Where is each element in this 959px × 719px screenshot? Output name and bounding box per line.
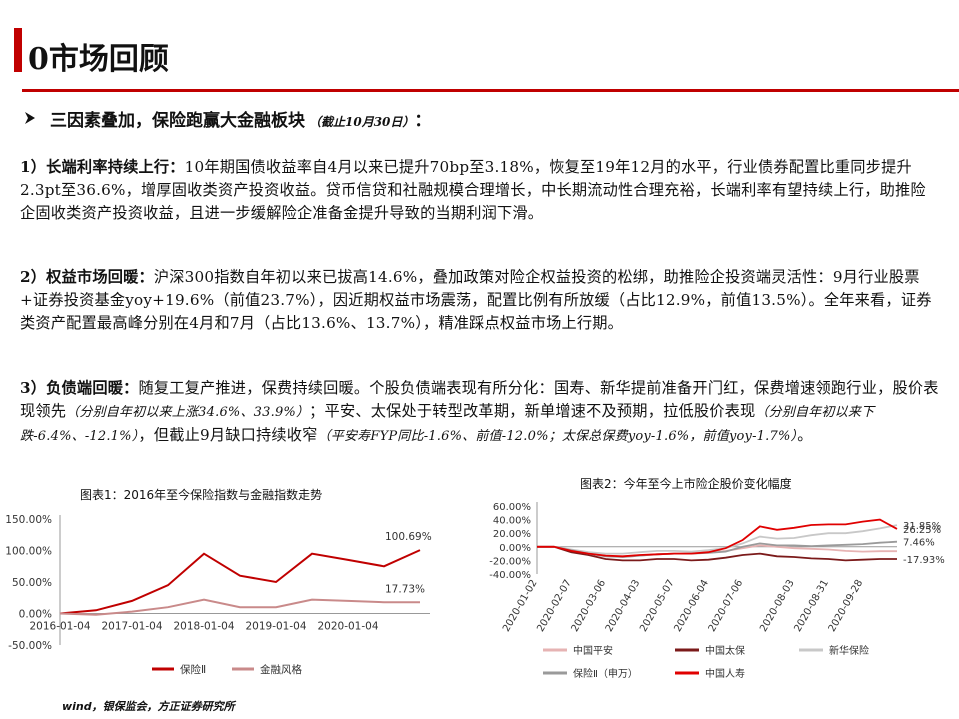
chart1-x-tick-label: 2016-01-04 — [29, 621, 90, 633]
chart1-x-tick-label: 2020-01-04 — [317, 621, 378, 633]
chart2-insurer-stock-change: 60.00%40.00%20.00%0.00%-20.00%-40.00%202… — [489, 502, 945, 680]
paragraph-text: 沪深300指数自年初以来已拔高14.6%，叠加政策对险企权益投资的松绑，助推险企… — [20, 268, 932, 332]
chart2-x-tick-label: 2020-01-02 — [501, 578, 540, 634]
chart2-legend-label: 新华保险 — [829, 644, 869, 657]
chart1-series-line — [59, 598, 421, 616]
chart1-y-tick-label: 100.00% — [5, 546, 52, 558]
heading-note: （截止10月30日） — [309, 115, 415, 129]
chart1-y-tick-label: 150.00% — [5, 514, 52, 526]
page-title: 0市场回顾 — [28, 42, 169, 77]
chart2-series-line — [537, 518, 898, 558]
chart2-series-line — [537, 524, 898, 555]
chart2-y-tick-label: 60.00% — [493, 502, 531, 513]
chart2-end-label: 26.25% — [903, 525, 941, 536]
chart2-y-tick-label: 0.00% — [499, 543, 531, 554]
chart2-x-tick-label: 2020-09-28 — [827, 578, 866, 634]
chart2-end-label: 31.85% — [903, 521, 941, 532]
section-heading: 三因素叠加，保险跑赢大金融板块 （截止10月30日） ： — [22, 106, 431, 131]
paragraph-lead: 2）权益市场回暖： — [20, 268, 154, 286]
chart2-end-label: -17.93% — [903, 555, 945, 566]
chart1-end-label: 17.73% — [385, 583, 425, 595]
chart1-y-tick-label: 0.00% — [19, 609, 52, 621]
paragraph-text: 。 — [797, 426, 813, 444]
paragraph-note: （分别自年初以来上涨34.6%、33.9%） — [66, 405, 310, 420]
title-accent-bar — [14, 28, 22, 72]
chart2-x-tick-label: 2020-02-07 — [535, 578, 574, 634]
heading-end: ： — [414, 111, 432, 131]
chart2-x-tick-label: 2020-07-06 — [707, 578, 746, 634]
chart1-series-line — [59, 549, 421, 615]
chart2-series-line — [537, 545, 897, 562]
chart2-y-tick-label: -20.00% — [489, 556, 531, 567]
chart2-legend-label: 中国太保 — [705, 644, 745, 657]
chart1-y-tick-label: 50.00% — [12, 577, 52, 589]
chart2-x-tick-label: 2020-05-07 — [638, 578, 677, 634]
chart1-y-tick-label: -50.00% — [8, 640, 52, 652]
paragraph-long-rate: 1）长端利率持续上行：10年期国债收益率自4月以来已提升70bp至3.18%，恢… — [20, 156, 940, 225]
source-note: wind，银保监会，方正证券研究所 — [62, 700, 235, 713]
chart2-x-tick-label: 2020-04-03 — [604, 578, 643, 634]
chart2-y-tick-label: 40.00% — [493, 516, 531, 527]
chart1-x-tick-label: 2019-01-04 — [245, 621, 306, 633]
chart1-title: 图表1：2016年至今保险指数与金融指数走势 — [80, 488, 323, 502]
chart1-legend-label: 保险Ⅱ — [180, 663, 206, 676]
paragraph-text: 10年期国债收益率自4月以来已提升70bp至3.18%，恢复至19年12月的水平… — [20, 158, 926, 222]
chart1-insurance-vs-finance: 150.00% 100.00% 50.00% 0.00% -50.00% 2016-01-… — [5, 514, 432, 676]
heading-text: 三因素叠加，保险跑赢大金融板块 — [50, 111, 305, 131]
chart2-x-tick-label: 2020-08-03 — [758, 578, 797, 634]
paragraph-text: 随复工复产推进，保费持续回暖。个股负债端表现有所分化：国寿、新华提前准备开门红，… — [20, 379, 939, 420]
chart2-x-tick-label: 2020-06-04 — [672, 578, 711, 634]
paragraph-text: ；平安、太保处于转型改革期，新单增速不及预期，拉低股价表现 — [309, 402, 756, 420]
chart2-legend-label: 中国平安 — [573, 644, 613, 657]
chart1-x-tick-label: 2017-01-04 — [101, 621, 162, 633]
chart2-x-tick-label: 2020-08-31 — [792, 578, 831, 634]
chart2-x-tick-label: 2020-03-06 — [570, 578, 609, 634]
arrow-bullet-icon — [25, 112, 35, 124]
paragraph-liability: 3）负债端回暖：随复工复产推进，保费持续回暖。个股负债端表现有所分化：国寿、新华… — [20, 377, 940, 448]
chart2-y-tick-label: -40.00% — [489, 570, 531, 581]
paragraph-lead: 1）长端利率持续上行： — [20, 158, 185, 176]
paragraph-note: （分别自年初以来下跌-6.4%、-12.1%） — [20, 405, 875, 444]
paragraph-lead: 3）负债端回暖： — [20, 379, 139, 397]
chart2-end-label: 7.46% — [903, 538, 935, 549]
paragraph-text: ，但截止9月缺口持续收窄 — [138, 426, 318, 444]
paragraph-note: （平安寿FYP同比-1.6%、前值-12.0%；太保总保费yoy-1.6%，前值… — [317, 429, 798, 444]
chart2-legend-label: 保险Ⅱ（申万） — [573, 667, 638, 680]
paragraph-equity-market: 2）权益市场回暖：沪深300指数自年初以来已拔高14.6%，叠加政策对险企权益投… — [20, 266, 940, 335]
title-rule — [22, 89, 959, 92]
chart2-y-tick-label: 20.00% — [493, 529, 531, 540]
chart1-legend-label: 金融风格 — [260, 663, 302, 676]
chart1-x-tick-label: 2018-01-04 — [173, 621, 234, 633]
chart2-title: 图表2：今年至今上市险企股价变化幅度 — [580, 477, 792, 491]
chart1-end-label: 100.69% — [385, 531, 432, 543]
chart2-legend-label: 中国人寿 — [705, 667, 745, 680]
